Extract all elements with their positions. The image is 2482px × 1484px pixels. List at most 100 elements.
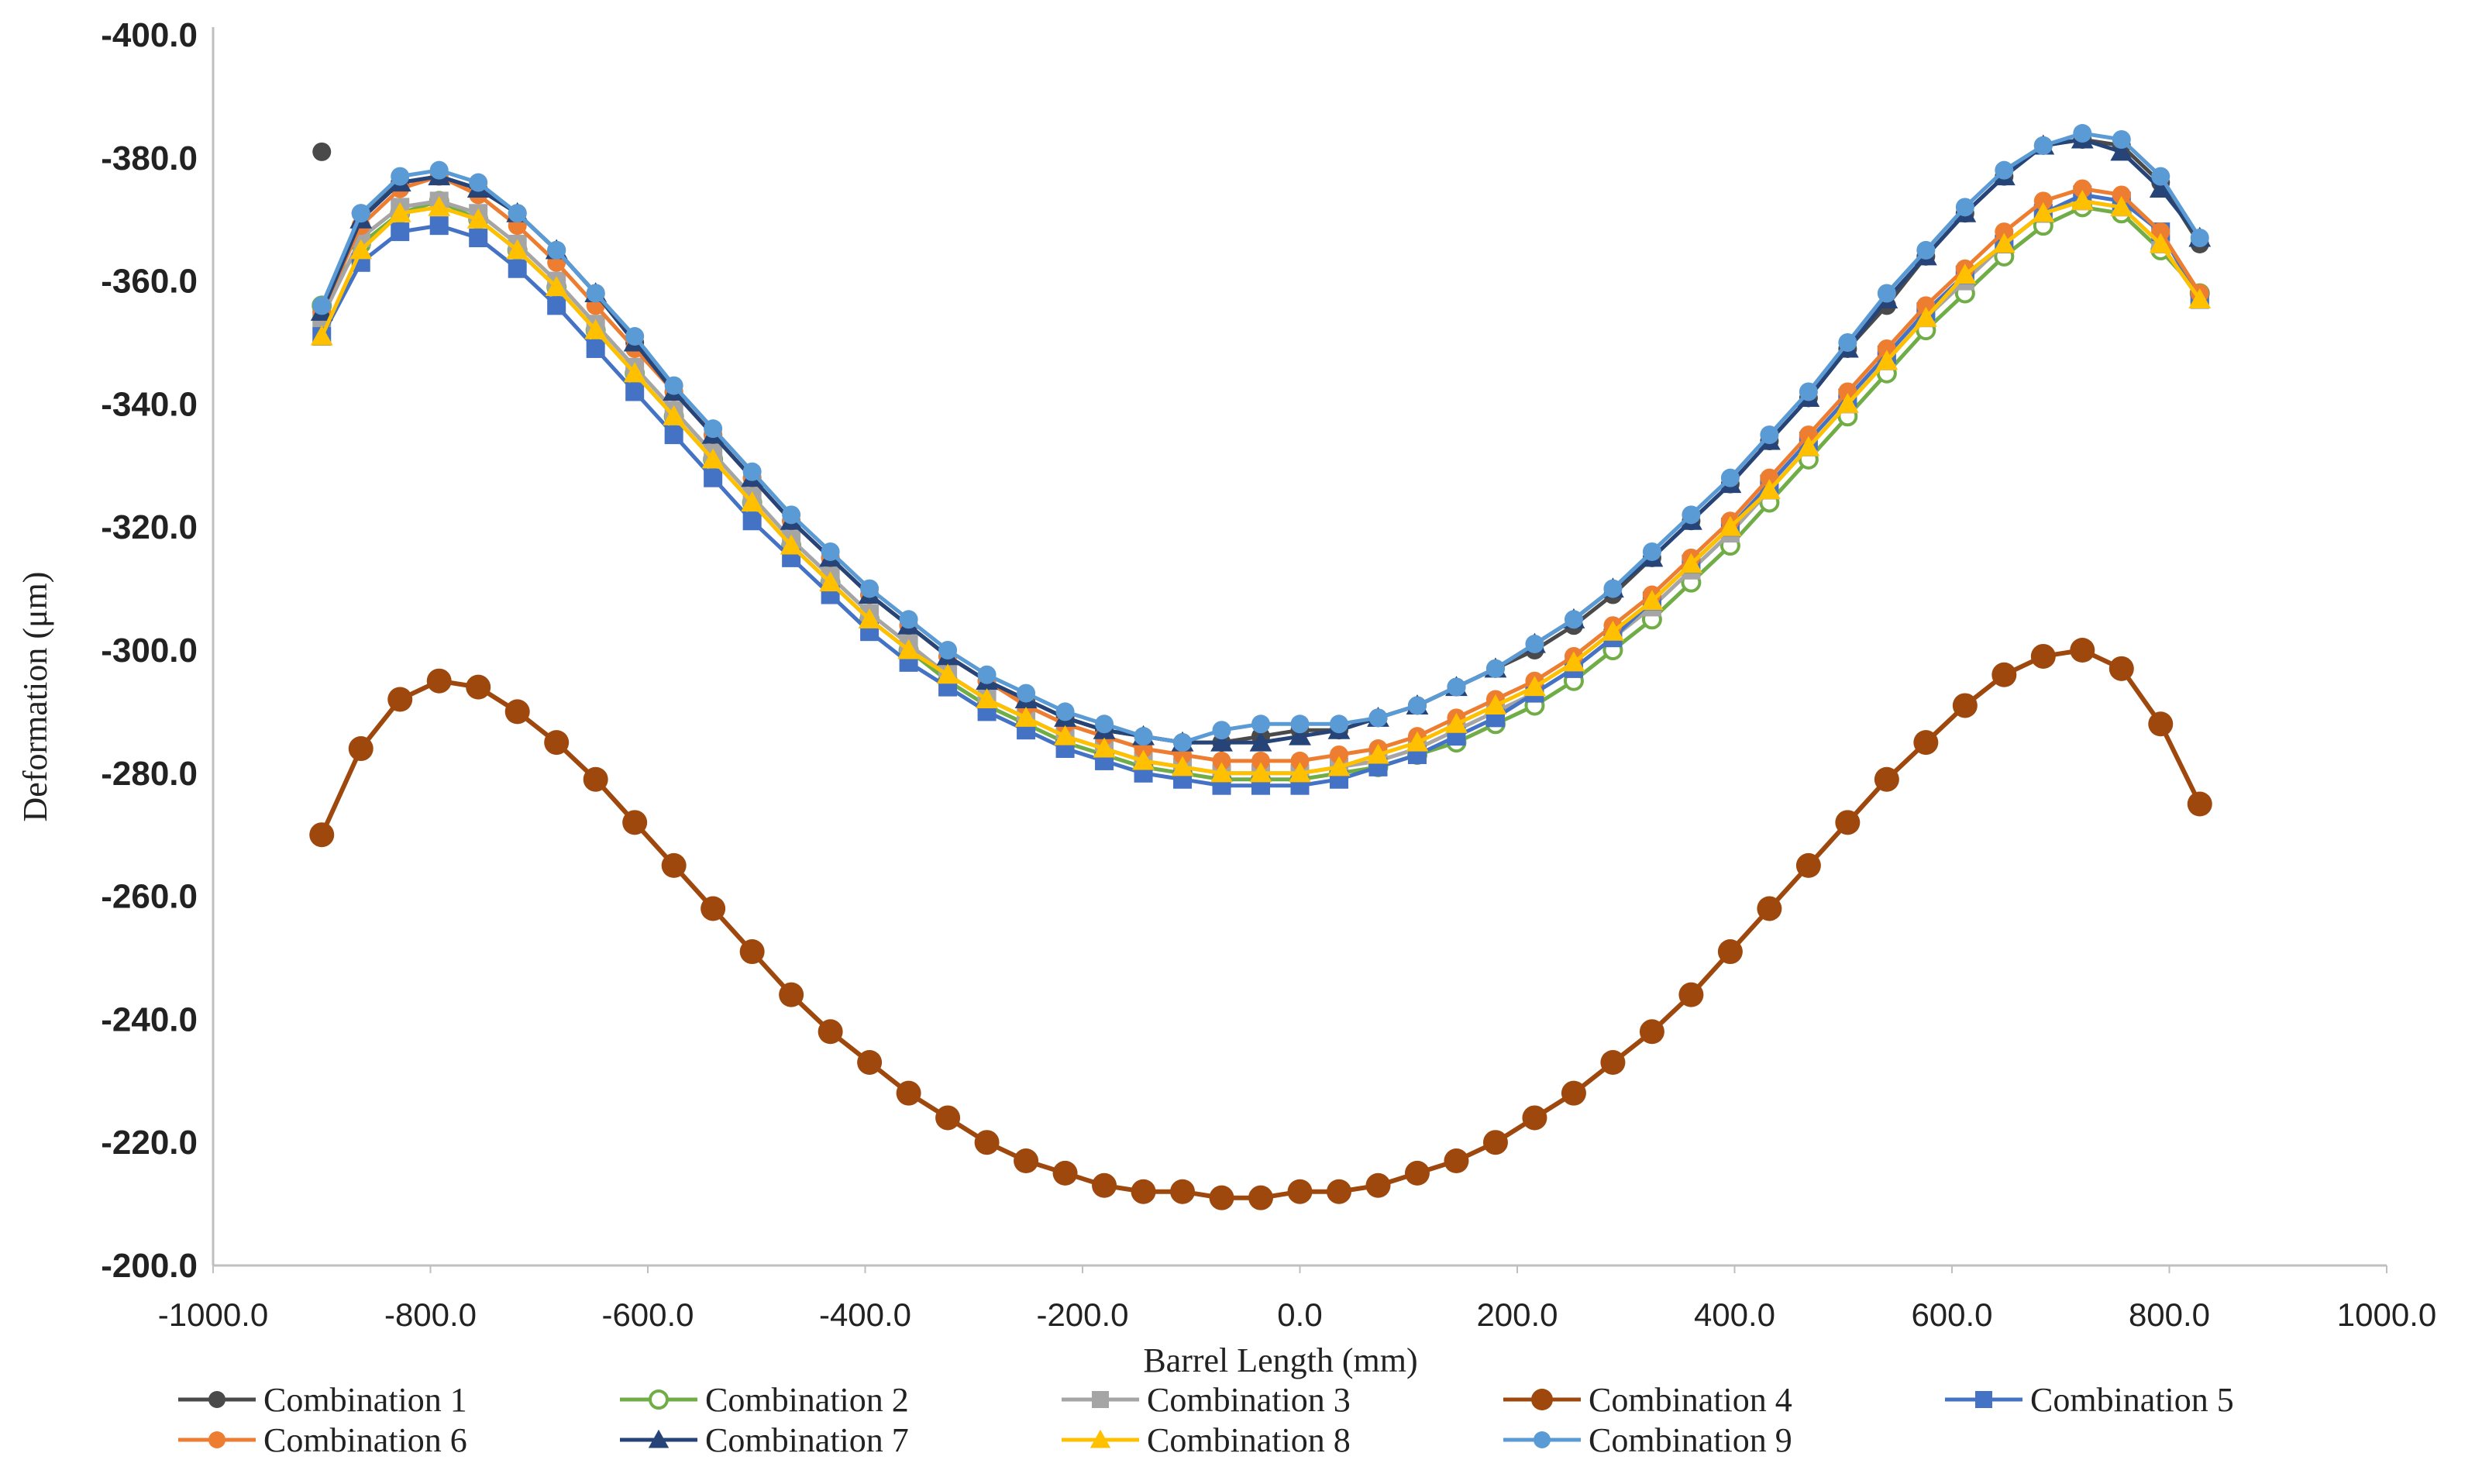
data-point bbox=[821, 542, 840, 561]
data-point bbox=[1525, 635, 1544, 654]
data-point bbox=[1368, 708, 1388, 728]
data-point bbox=[547, 240, 566, 260]
data-point bbox=[622, 810, 648, 835]
data-point bbox=[1445, 712, 1468, 733]
data-point bbox=[1602, 620, 1624, 641]
data-point bbox=[2148, 711, 2174, 737]
data-point bbox=[2110, 140, 2133, 161]
data-point bbox=[391, 222, 410, 242]
data-point bbox=[1251, 714, 1271, 734]
legend-item: Combination 9 bbox=[1503, 1421, 1792, 1459]
y-tick-label: -200.0 bbox=[101, 1247, 198, 1285]
data-point bbox=[664, 425, 683, 445]
data-point bbox=[1484, 694, 1507, 714]
legend-label: Combination 2 bbox=[705, 1381, 909, 1419]
y-tick-label: -360.0 bbox=[101, 263, 198, 301]
data-point bbox=[1365, 1172, 1391, 1198]
data-point bbox=[1407, 696, 1427, 715]
legend-label: Combination 3 bbox=[1147, 1381, 1351, 1419]
data-point bbox=[2151, 167, 2170, 186]
data-point bbox=[1134, 727, 1153, 746]
series-9 bbox=[312, 124, 2209, 752]
data-point bbox=[1485, 659, 1505, 678]
data-point bbox=[857, 1049, 883, 1075]
data-point bbox=[2073, 179, 2092, 198]
data-point bbox=[1093, 737, 1116, 758]
series-3 bbox=[312, 191, 2209, 783]
data-point bbox=[1131, 1179, 1156, 1204]
data-point bbox=[664, 376, 683, 395]
data-point bbox=[2110, 195, 2133, 216]
data-point bbox=[312, 142, 332, 161]
legend-item: Combination 7 bbox=[620, 1421, 909, 1459]
data-point bbox=[704, 419, 723, 439]
data-point bbox=[938, 641, 958, 659]
data-point bbox=[1248, 1185, 1274, 1210]
data-point bbox=[1760, 425, 1779, 445]
y-tick-label: -320.0 bbox=[101, 508, 198, 546]
x-tick-label: -200.0 bbox=[1036, 1296, 1128, 1333]
data-point bbox=[625, 382, 645, 401]
data-point bbox=[388, 201, 411, 222]
data-point bbox=[1249, 762, 1272, 783]
data-point bbox=[2073, 124, 2092, 143]
legend-swatch-marker bbox=[649, 1389, 669, 1410]
series-2 bbox=[312, 191, 2210, 790]
x-tick-label: 400.0 bbox=[1694, 1296, 1775, 1333]
data-point bbox=[976, 688, 998, 709]
data-point bbox=[1052, 1160, 1078, 1186]
data-point bbox=[1875, 349, 1899, 370]
data-point bbox=[1132, 749, 1155, 770]
legend-label: Combination 4 bbox=[1589, 1381, 1792, 1419]
data-point bbox=[1367, 743, 1389, 764]
x-tick-label: 600.0 bbox=[1911, 1296, 1992, 1333]
data-point bbox=[1797, 436, 1820, 456]
data-point bbox=[426, 668, 452, 694]
data-point bbox=[1249, 731, 1272, 752]
x-tick-label: -800.0 bbox=[384, 1296, 477, 1333]
series-line bbox=[360, 137, 2201, 745]
data-point bbox=[2187, 791, 2212, 817]
data-point bbox=[2112, 185, 2131, 205]
data-point bbox=[2032, 201, 2055, 222]
data-point bbox=[1995, 160, 2014, 180]
data-point bbox=[2112, 129, 2131, 149]
series-group bbox=[309, 124, 2212, 1210]
data-point bbox=[896, 1080, 921, 1106]
series-line bbox=[320, 198, 2201, 782]
data-point bbox=[469, 173, 488, 192]
data-point bbox=[1640, 590, 1664, 610]
data-point bbox=[544, 730, 570, 756]
data-point bbox=[1444, 1148, 1469, 1174]
data-point bbox=[547, 296, 566, 315]
data-point bbox=[349, 239, 373, 260]
data-point bbox=[1757, 479, 1781, 500]
data-point bbox=[2149, 177, 2172, 198]
series-5 bbox=[312, 185, 2209, 795]
data-point bbox=[1523, 676, 1546, 697]
data-point bbox=[1955, 198, 1974, 217]
series-line bbox=[319, 137, 2201, 745]
data-point bbox=[2070, 638, 2095, 663]
data-point bbox=[1682, 505, 1701, 525]
data-point bbox=[1914, 306, 1937, 327]
data-point bbox=[1561, 1080, 1586, 1106]
series-line bbox=[320, 192, 2201, 788]
y-tick-label: -400.0 bbox=[101, 16, 198, 54]
data-point bbox=[1874, 766, 1899, 792]
data-point bbox=[1014, 1148, 1039, 1174]
data-point bbox=[1326, 1179, 1351, 1204]
data-point bbox=[663, 405, 686, 425]
data-point bbox=[1603, 579, 1623, 598]
data-point bbox=[858, 608, 881, 628]
x-tick-label: -1000.0 bbox=[158, 1296, 268, 1333]
data-point bbox=[466, 208, 490, 229]
legend-label: Combination 1 bbox=[263, 1381, 467, 1419]
data-point bbox=[701, 896, 726, 921]
data-point bbox=[1838, 333, 1857, 352]
data-point bbox=[584, 318, 608, 339]
legend: Combination 1 Combination 2 Combination 3 C… bbox=[178, 1381, 2234, 1459]
data-point bbox=[2190, 229, 2209, 248]
